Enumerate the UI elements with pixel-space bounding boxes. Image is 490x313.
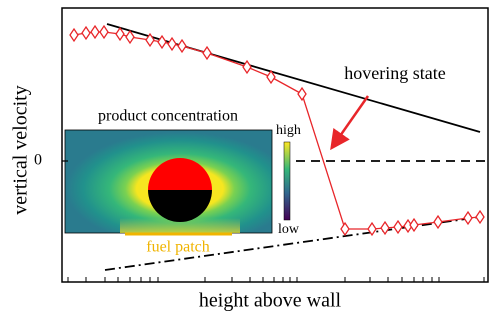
data-point <box>82 27 90 39</box>
data-point <box>158 36 166 48</box>
colorbar-low: low <box>278 222 300 237</box>
data-point <box>464 212 472 224</box>
data-point <box>178 40 186 52</box>
data-point <box>116 28 124 40</box>
y-tick-label: 0 <box>34 152 42 169</box>
data-point <box>203 47 211 59</box>
annotation: hovering state <box>344 63 445 83</box>
data-point <box>168 38 176 50</box>
data-point <box>341 223 349 235</box>
data-point <box>298 88 306 100</box>
data-point <box>381 222 389 234</box>
colorbar-high: high <box>276 123 301 138</box>
y-axis-label: vertical velocity <box>10 85 32 214</box>
inset-label: fuel patch <box>146 239 210 256</box>
chart: product concentration high low fuel patc… <box>0 0 490 313</box>
data-point <box>434 216 442 228</box>
data-point <box>394 221 402 233</box>
data-point <box>100 26 108 38</box>
data-point <box>410 219 418 231</box>
data-point <box>91 26 99 38</box>
x-axis-label: height above wall <box>199 290 342 312</box>
colorbar <box>284 142 290 220</box>
annotation-arrow <box>333 96 368 146</box>
inset-title: product concentration <box>98 108 238 125</box>
inset: product concentration high low fuel patc… <box>65 108 301 256</box>
data-point <box>476 211 484 223</box>
data-point <box>70 29 78 41</box>
data-point <box>126 31 134 43</box>
